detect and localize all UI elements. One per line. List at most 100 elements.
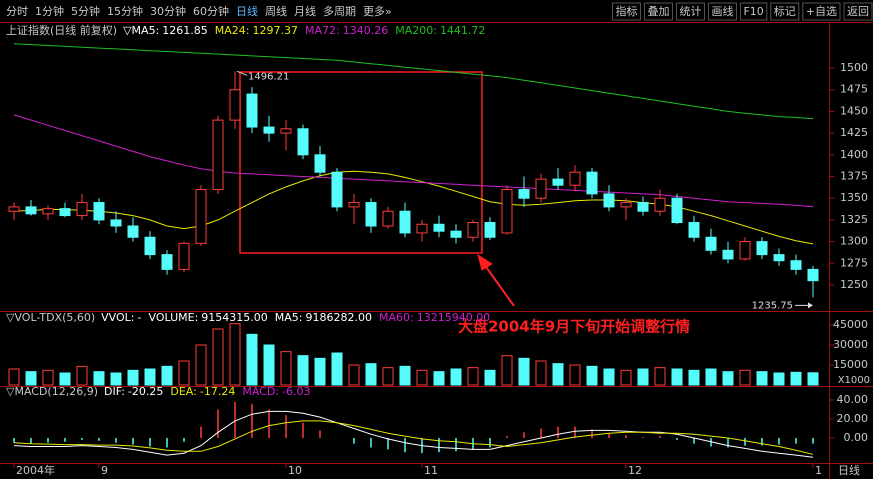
x-tick-label: 2004年	[16, 463, 55, 477]
volume-bar	[280, 351, 292, 386]
volume-bar	[620, 369, 632, 386]
candle-body	[450, 230, 462, 238]
candle-body	[314, 154, 326, 173]
candle-body	[110, 219, 122, 227]
toolbar-button[interactable]: +自选	[806, 5, 837, 18]
x-tick-label: 9	[101, 464, 108, 477]
legend-value: -	[138, 311, 142, 324]
unit-label: X1000	[838, 375, 870, 386]
toolbar-tab[interactable]: 分时	[6, 5, 28, 18]
toolbar-button[interactable]: 画线	[711, 4, 733, 18]
button-frame	[802, 2, 841, 21]
button-frame	[770, 2, 800, 21]
toolbar-tab[interactable]: 周线	[265, 4, 287, 18]
toolbar-tab[interactable]: 更多»	[363, 4, 392, 18]
volume-bar	[569, 364, 581, 386]
toolbar-tab[interactable]: 日线	[236, 4, 258, 18]
panel-frame	[0, 22, 873, 479]
x-tick-label: 10	[288, 464, 302, 477]
legend-name: MA60:	[379, 311, 414, 324]
candle-body	[637, 202, 649, 212]
toolbar-button[interactable]: 标记	[774, 4, 796, 18]
volume-bar	[688, 369, 700, 386]
candle-body	[297, 128, 309, 156]
low-label: 1235.75	[752, 300, 793, 311]
candle-body	[280, 128, 292, 134]
indicator-line	[13, 43, 814, 120]
toolbar-tab[interactable]: 月线	[294, 4, 316, 18]
candle-body	[739, 241, 751, 260]
volume-bar	[773, 372, 785, 386]
candle-body	[416, 223, 428, 234]
candle-body	[705, 236, 717, 251]
volume-bar	[178, 360, 190, 386]
indicator-line	[13, 114, 814, 208]
candle-body	[348, 202, 360, 208]
candle-body	[688, 222, 700, 238]
candle-body	[399, 210, 411, 234]
volume-bar	[535, 360, 547, 386]
volume-bar	[195, 344, 207, 386]
x-tick-label: 12	[628, 464, 642, 477]
y-tick-label: 1450	[840, 104, 868, 117]
toolbar-tab[interactable]: 1分钟	[35, 4, 64, 18]
candle-body	[76, 202, 88, 217]
arrow-head	[477, 253, 493, 271]
highlight-box	[239, 71, 483, 254]
volume-bar	[790, 371, 802, 386]
y-tick-label: 1250	[840, 278, 868, 291]
toolbar-tab[interactable]: 30分钟	[150, 4, 186, 18]
x-tick-label: 11	[424, 464, 438, 477]
volume-bar	[93, 371, 105, 386]
candle-body	[42, 208, 54, 215]
volume-bar	[586, 365, 598, 386]
toolbar-tab[interactable]: 多周期	[323, 4, 356, 18]
candle-body	[807, 268, 819, 282]
button-frame	[643, 2, 673, 21]
candle-body	[671, 197, 683, 224]
y-tick-label: 0.00	[844, 431, 869, 444]
toolbar-tab[interactable]: 5分钟	[71, 4, 100, 18]
toolbar-button[interactable]: 返回	[847, 5, 869, 18]
volume-bar	[348, 364, 360, 386]
legend-value: 1261.85	[162, 24, 208, 37]
legend-value: -20.25	[128, 385, 163, 398]
y-tick-label: 1475	[840, 83, 868, 96]
volume-bar	[654, 367, 666, 386]
toolbar-button[interactable]: 统计	[679, 5, 701, 18]
candle-body	[178, 242, 190, 270]
volume-bar	[416, 369, 428, 386]
legend-name: MA5:	[275, 311, 303, 324]
volume-bar	[229, 323, 241, 386]
button-frame	[739, 2, 768, 21]
y-tick-label: 1300	[840, 235, 868, 248]
legend-name: DEA:	[170, 385, 196, 398]
toolbar-button[interactable]: 指标	[615, 4, 637, 18]
legend-name: ▽MA5:	[123, 24, 159, 37]
volume-bar	[263, 344, 275, 386]
button-frame	[611, 2, 641, 21]
legend-value: 1340.26	[343, 24, 389, 37]
y-tick-label: 1500	[840, 61, 868, 74]
indicator-line	[13, 410, 814, 458]
volume-bar	[212, 328, 224, 386]
legend-name: MA72:	[305, 24, 340, 37]
button-frame	[675, 2, 705, 21]
legend-name: MA200:	[395, 24, 437, 37]
toolbar-button[interactable]: 叠加	[647, 5, 669, 18]
button-frame	[843, 2, 873, 21]
legend-value: -17.24	[200, 385, 235, 398]
legend-value: 1297.37	[253, 24, 299, 37]
toolbar-button[interactable]: F10	[743, 5, 763, 18]
toolbar-tab[interactable]: 60分钟	[193, 4, 229, 18]
volume-bar	[739, 369, 751, 386]
volume-bar	[331, 352, 343, 386]
arrow-shaft	[483, 263, 515, 307]
volume-bar	[552, 363, 564, 386]
candle-body	[722, 249, 734, 260]
toolbar-tab[interactable]: 15分钟	[107, 4, 143, 18]
high-label: 1496.21	[248, 71, 289, 82]
indicator-title: ▽MACD(12,26,9)	[6, 385, 98, 398]
volume-bar	[382, 367, 394, 386]
